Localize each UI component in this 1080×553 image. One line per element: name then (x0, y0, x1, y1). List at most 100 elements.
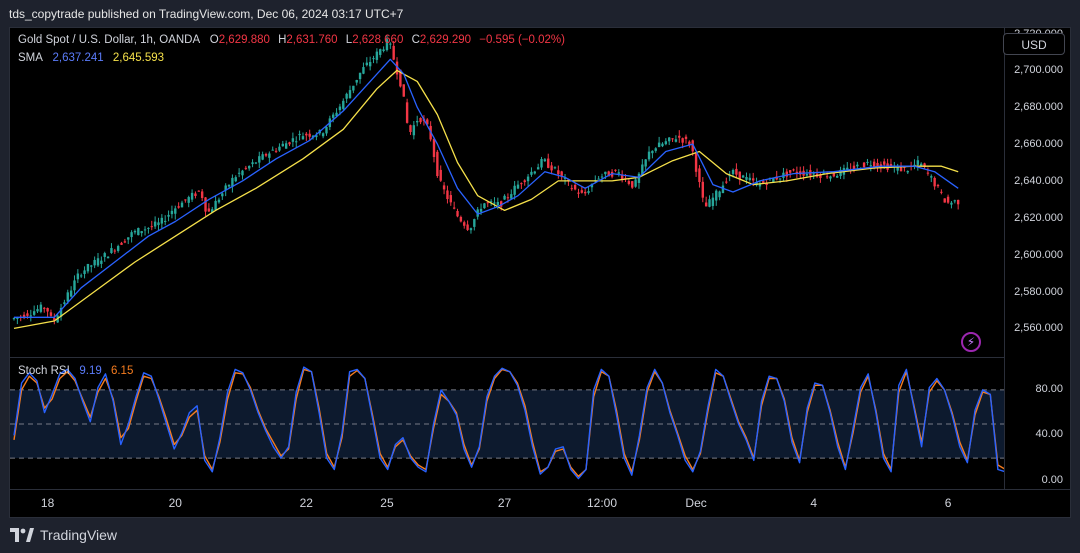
candle-body (913, 164, 916, 166)
candle (365, 57, 368, 67)
candle-body (305, 133, 308, 136)
candle (389, 42, 392, 49)
candle-body (657, 142, 661, 148)
time-axis[interactable]: 18 20 22 25 27 12:00 Dec 4 6 (10, 489, 1070, 518)
candle (180, 200, 184, 208)
chart-frame[interactable]: Gold Spot / U.S. Dollar, 1h, OANDA O2,62… (9, 27, 1071, 518)
candle-body (29, 315, 32, 317)
candle (237, 168, 241, 178)
candle (248, 165, 251, 171)
candle (466, 220, 469, 231)
candle-body (711, 197, 715, 207)
stoch-k-line (13, 366, 1006, 480)
candle-body (543, 159, 547, 162)
candle-body (164, 220, 167, 222)
candle (143, 226, 147, 236)
price-tick-label: 2,680.000 (1014, 101, 1063, 114)
candle-body (496, 201, 500, 206)
candle (839, 166, 842, 179)
candle-body (557, 170, 560, 175)
candle (274, 147, 278, 154)
candle-body (678, 135, 681, 138)
stoch-rsi-label: Stoch RSI (18, 365, 70, 377)
candle (177, 202, 180, 209)
candle (86, 263, 90, 274)
time-tick-label: 22 (299, 496, 313, 510)
candle-body (883, 161, 886, 165)
candle-body (836, 175, 839, 178)
price-chart[interactable] (10, 28, 1004, 356)
candle-body (301, 136, 305, 140)
lightning-icon[interactable]: ⚡ (961, 332, 981, 352)
candle (204, 197, 207, 216)
candle-body (143, 229, 147, 231)
candle (930, 174, 933, 183)
candle-body (321, 133, 325, 137)
candle (856, 161, 859, 170)
candle-body (187, 197, 190, 203)
currency-button[interactable]: USD (1003, 33, 1065, 55)
candle (678, 130, 681, 143)
candle-body (375, 51, 379, 60)
candle-body (22, 314, 26, 318)
candle (782, 167, 785, 182)
candle-body (775, 176, 778, 180)
candle-body (389, 43, 392, 45)
candle (657, 136, 661, 148)
candle-body (832, 171, 836, 177)
candle-body (637, 173, 641, 183)
candle-body (200, 191, 204, 198)
candle (268, 151, 271, 164)
candle-body (741, 175, 745, 178)
candle-body (214, 200, 217, 210)
candle (452, 201, 456, 210)
price-scale[interactable]: 2,720.0002,700.0002,680.0002,660.0002,64… (1004, 28, 1071, 489)
candle (456, 208, 459, 218)
candle-body (570, 188, 573, 190)
candle (956, 199, 960, 210)
tradingview-brand[interactable]: TradingView (10, 527, 117, 543)
candle-body (110, 248, 113, 253)
candle-body (920, 163, 923, 166)
candle (668, 136, 671, 146)
candle (631, 181, 634, 189)
candle (711, 193, 715, 210)
candle-body (113, 250, 116, 252)
candle-body (715, 190, 718, 201)
candle-body (829, 176, 832, 179)
candle-body (268, 153, 271, 158)
stoch-tick-label: 80.00 (1035, 382, 1063, 395)
candle-body (573, 184, 577, 190)
candle (106, 256, 110, 259)
candle-body (227, 184, 231, 187)
candle (533, 170, 536, 175)
candle-body (274, 150, 278, 152)
price-pane[interactable]: Gold Spot / U.S. Dollar, 1h, OANDA O2,62… (10, 28, 1004, 356)
candle (795, 166, 799, 179)
candle-body (631, 181, 634, 188)
candle (49, 309, 53, 318)
candle (540, 156, 543, 170)
candle (550, 162, 553, 175)
candle-body (39, 304, 43, 312)
candle (748, 173, 752, 182)
candle-body (167, 214, 170, 217)
candle-body (765, 183, 768, 186)
candle-body (365, 62, 368, 66)
candle (200, 189, 204, 201)
candle-body (668, 137, 671, 142)
candle-body (540, 159, 543, 168)
candle-body (368, 62, 372, 67)
candle-body (479, 208, 483, 212)
candle (221, 192, 224, 200)
candle (698, 165, 701, 188)
candle-body (654, 148, 657, 151)
price-tick-label: 2,560.000 (1014, 322, 1063, 335)
candle-body (762, 181, 765, 183)
stoch-rsi-pane[interactable]: Stoch RSI 9.19 6.15 (10, 357, 1006, 490)
stoch-rsi-chart[interactable] (10, 358, 1006, 490)
candle-body (338, 106, 342, 111)
candle (560, 170, 563, 181)
candle (284, 140, 288, 149)
price-tick-label: 2,700.000 (1014, 64, 1063, 77)
